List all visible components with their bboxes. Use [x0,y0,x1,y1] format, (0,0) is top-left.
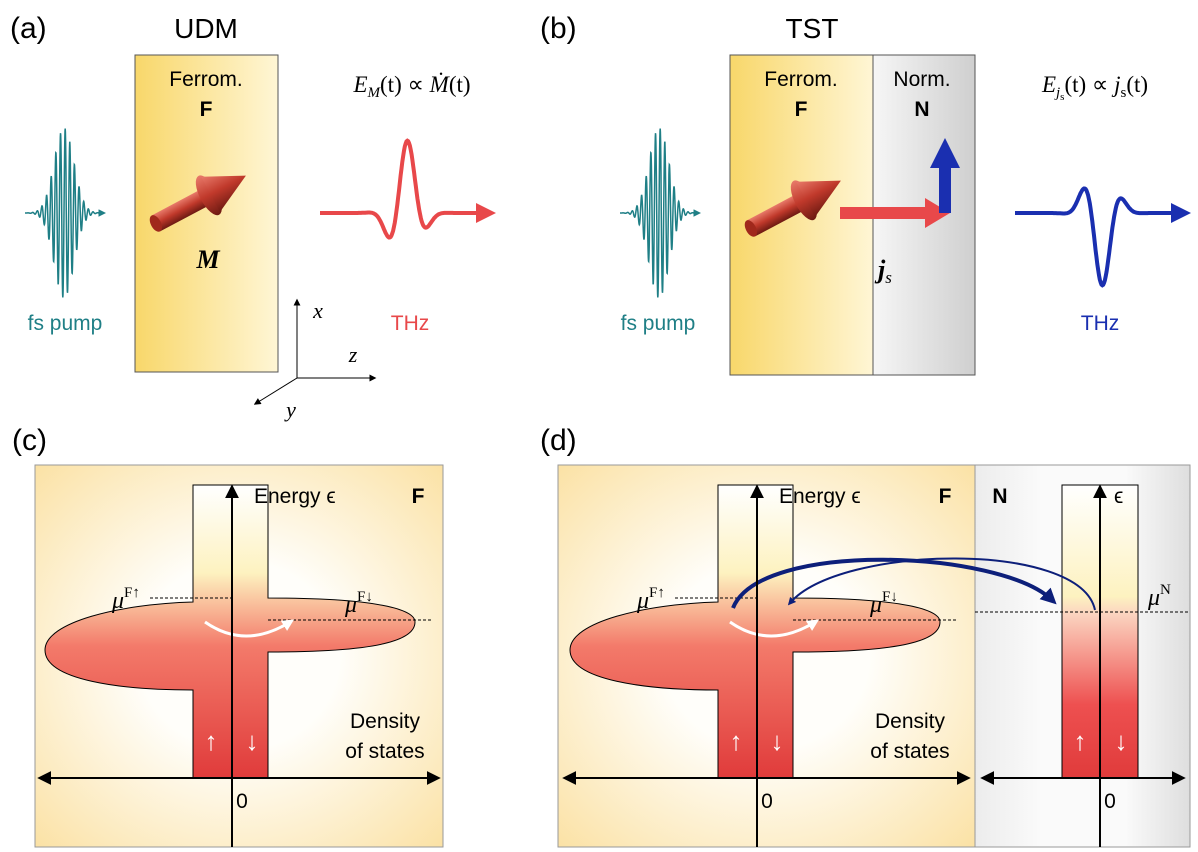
mu-up-label: μF↑ [636,585,665,614]
mu-up-label: μF↑ [111,585,140,614]
layer-name: Ferrom. [764,68,838,91]
energy-label: Energy ϵ [779,485,861,508]
panel-label: (d) [540,424,577,457]
pump-label: fs pump [28,312,103,335]
layer-symbol: N [914,98,929,121]
charge-current-arrow [930,138,960,213]
spin-label: ↓ [246,726,259,756]
zero-label: 0 [236,790,248,813]
region-label: F [939,485,952,508]
mu-down-label: μF↓ [869,589,898,618]
spin-label: ↑ [730,726,743,756]
region-label: F [412,485,425,508]
thz-pulse [320,138,496,240]
thz-label: THz [391,312,430,335]
spin-flip-arrow [729,619,820,638]
thz-pulse [1015,186,1191,288]
panel-label: (b) [540,12,577,45]
axis-label: z [348,342,358,367]
dos-label: of states [870,740,949,763]
dos-label: Density [875,710,946,733]
spin-flip-arrow [204,619,295,638]
layer-symbol: F [795,98,808,121]
spin-label: ↓ [1115,726,1128,756]
dos-label: of states [345,740,424,763]
layer-symbol: F [200,98,213,121]
energy-label: ϵ [1114,485,1123,508]
axis-label: y [284,397,296,422]
energy-label: Energy ϵ [254,485,336,508]
panel-label: (a) [10,12,47,45]
panel-title: TST [786,13,839,44]
zero-label: 0 [1104,790,1116,813]
spin-current-arrow [840,198,950,228]
spin-label: ↑ [1074,726,1087,756]
zero-label: 0 [761,790,773,813]
pump-pulse [25,128,106,298]
axis-label: x [312,298,323,323]
spin-label: ↑ [205,726,218,756]
spin-label: ↓ [771,726,784,756]
formula: Ejs(t) ∝ js(t) [1041,72,1148,103]
pump-label: fs pump [621,312,696,335]
layer-name: Norm. [893,68,950,91]
pump-pulse [620,128,701,298]
magnetization-label: M [195,245,220,274]
density-of-states [44,484,416,779]
density-of-states [569,484,941,779]
panel-label: (c) [12,424,47,457]
region-label: N [992,485,1007,508]
mu-down-label: μF↓ [344,589,373,618]
axis-y [253,377,298,405]
dos-label: Density [350,710,421,733]
formula: EM(t) ∝ Ṁ(t) [352,72,470,101]
thz-label: THz [1081,312,1120,335]
layer-name: Ferrom. [169,68,243,91]
spin-transport-arrow [787,557,1096,611]
panel-title: UDM [174,13,238,44]
mu-n-label: μN [1147,582,1171,611]
spin-transport-arrow [731,557,1057,609]
